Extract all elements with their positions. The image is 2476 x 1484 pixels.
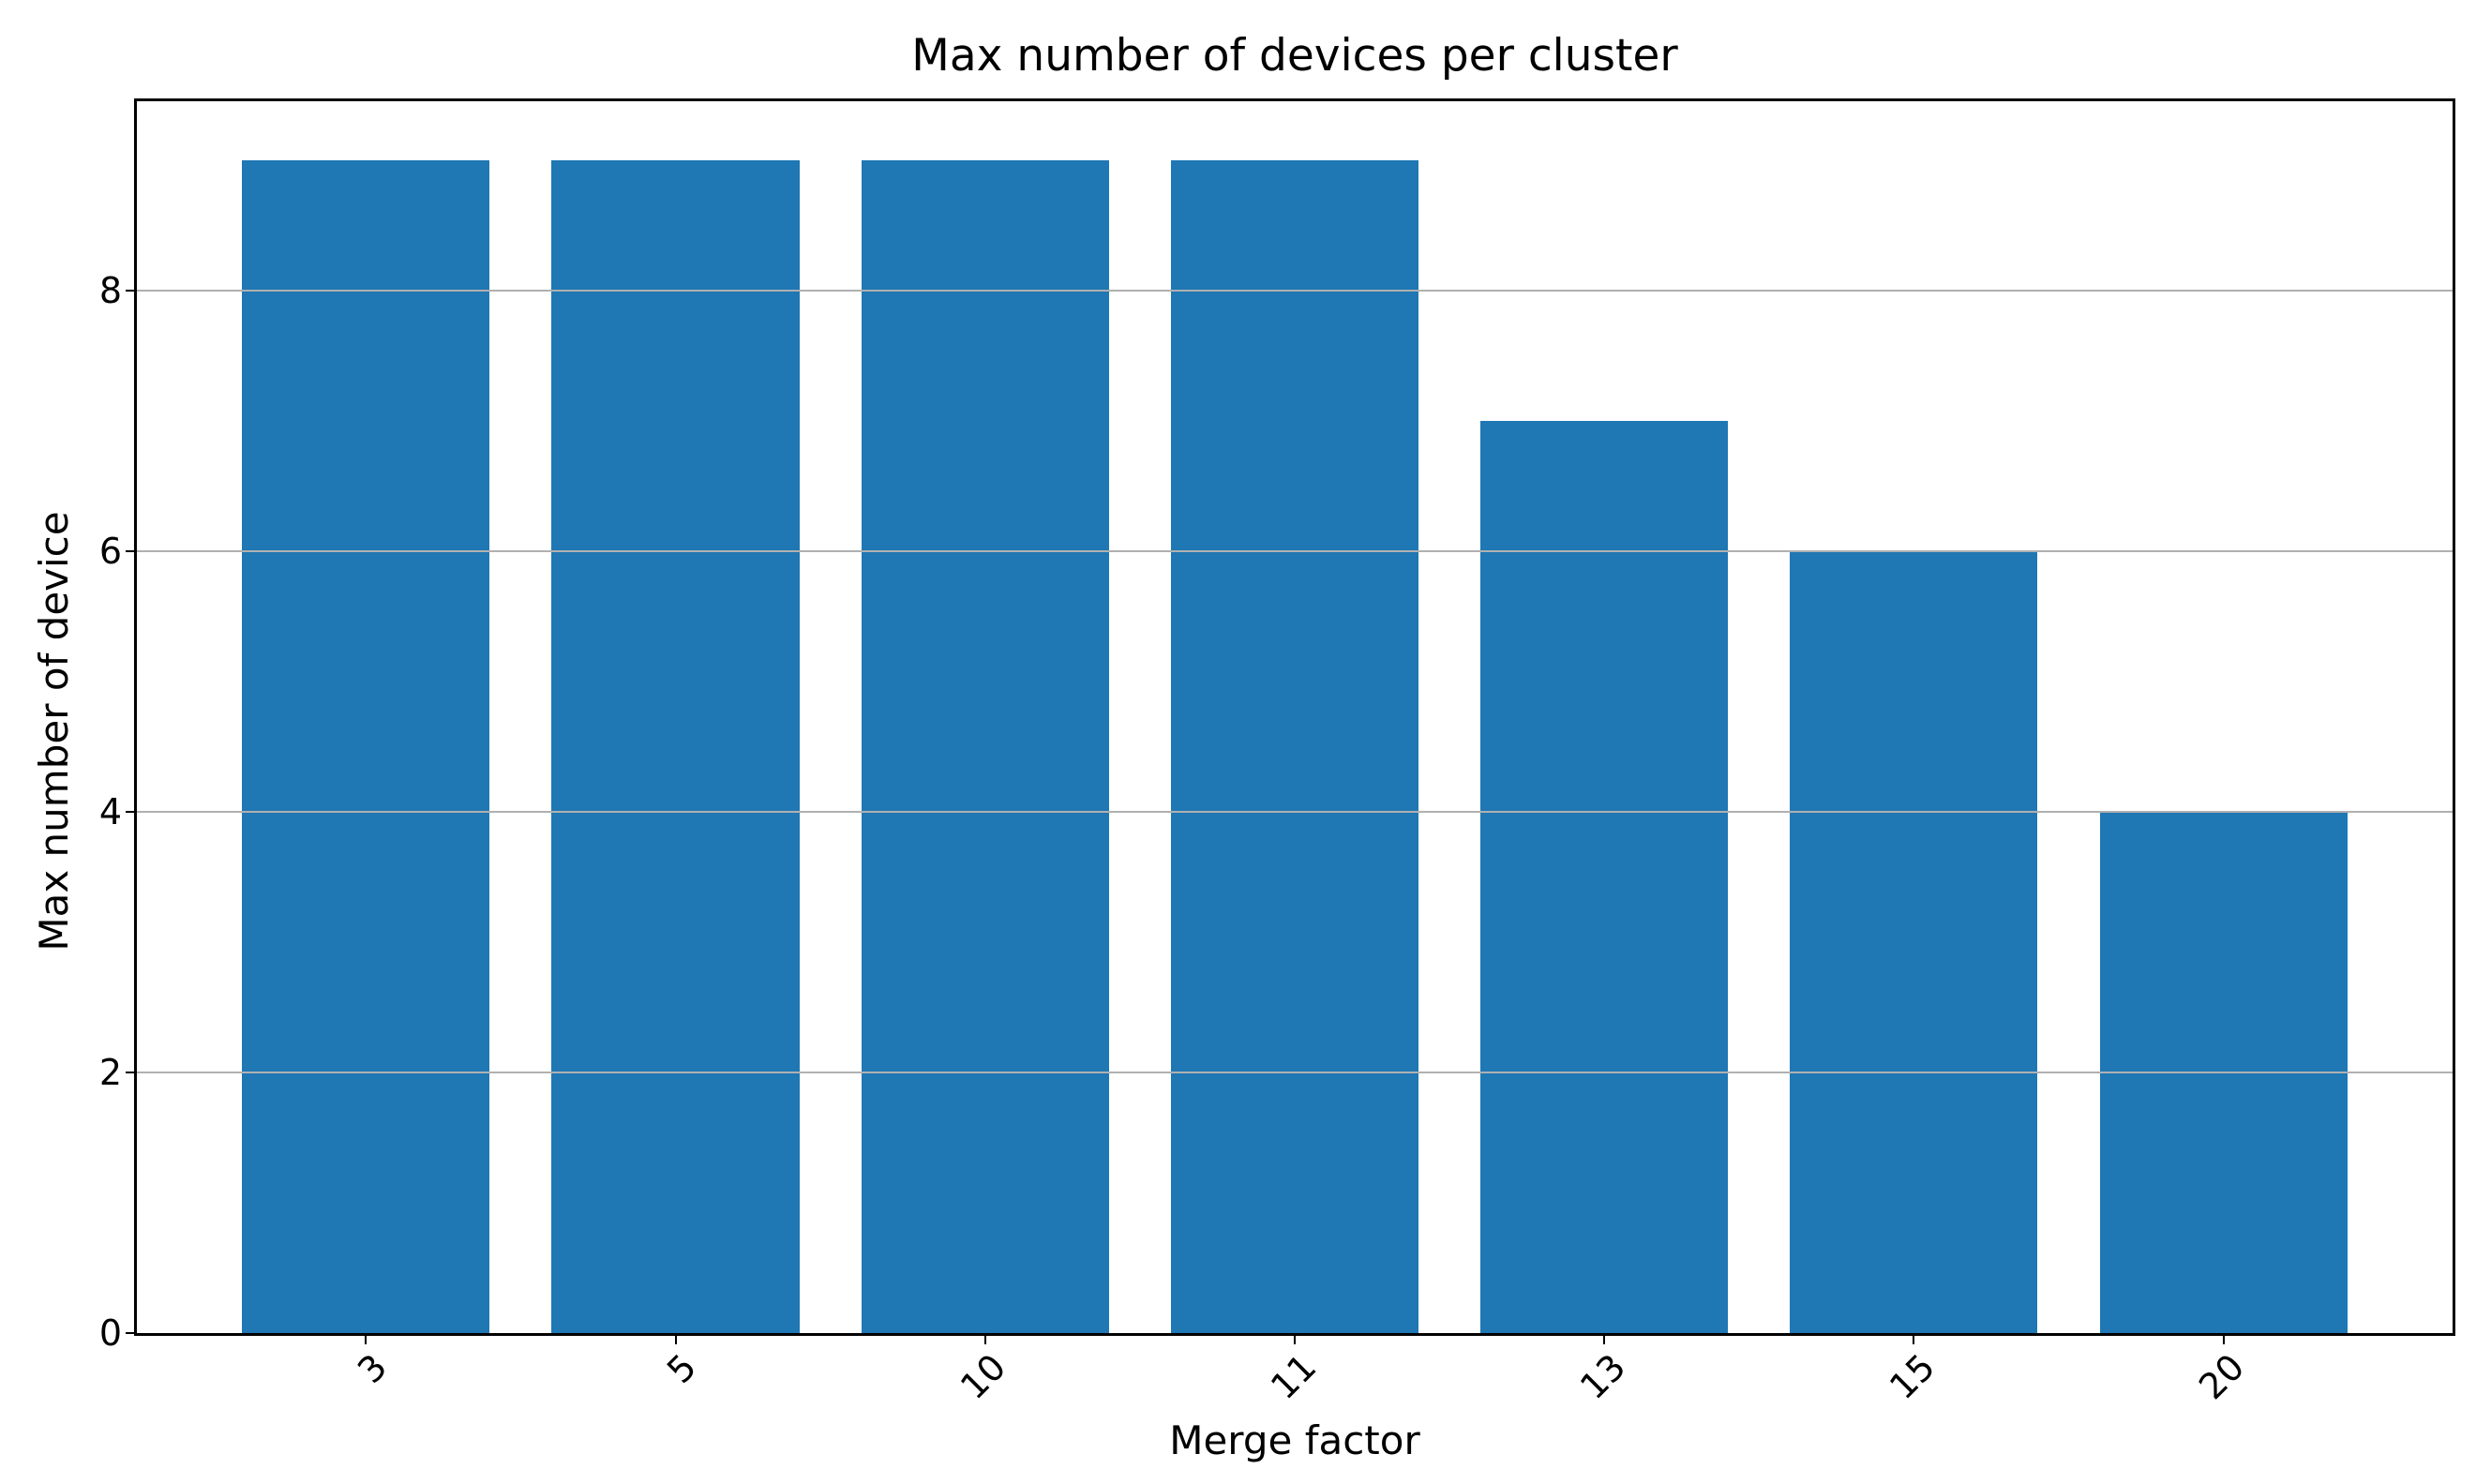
y-tick-mark-6 (126, 549, 137, 552)
x-tick-mark-20 (2222, 1333, 2225, 1344)
y-tick-mark-8 (126, 289, 137, 292)
x-tick-mark-13 (1603, 1333, 1606, 1344)
y-axis-label: Max number of device (31, 511, 77, 952)
bar-13 (1480, 420, 1729, 1333)
y-tick-label-0: 0 (98, 1312, 122, 1354)
gridline-2 (137, 1071, 2453, 1073)
grid-layer (137, 101, 2453, 1333)
bar-10 (861, 159, 1109, 1333)
chart-title: Max number of devices per cluster (911, 30, 1678, 82)
x-tick-label-20: 20 (2191, 1345, 2253, 1408)
bar-3 (242, 159, 490, 1333)
x-tick-mark-10 (983, 1333, 986, 1344)
y-tick-label-8: 8 (98, 269, 122, 311)
y-tick-label-4: 4 (98, 790, 122, 832)
bar-11 (1170, 159, 1419, 1333)
bars-layer (137, 101, 2453, 1333)
x-tick-mark-5 (674, 1333, 677, 1344)
plot-area (134, 98, 2455, 1336)
bar-15 (1790, 550, 2038, 1333)
x-tick-label-5: 5 (659, 1345, 705, 1392)
x-axis-label: Merge factor (1169, 1417, 1420, 1463)
x-tick-label-13: 13 (1571, 1345, 1634, 1408)
gridline-4 (137, 810, 2453, 813)
y-tick-mark-2 (126, 1071, 137, 1073)
x-tick-mark-15 (1913, 1333, 1915, 1344)
x-tick-mark-11 (1294, 1333, 1296, 1344)
bar-5 (551, 159, 800, 1333)
y-tick-label-2: 2 (98, 1051, 122, 1093)
gridline-8 (137, 289, 2453, 292)
x-tick-label-10: 10 (953, 1345, 1014, 1408)
y-tick-mark-0 (126, 1332, 137, 1334)
x-tick-label-3: 3 (350, 1345, 396, 1392)
x-tick-label-11: 11 (1262, 1345, 1324, 1408)
x-tick-label-15: 15 (1882, 1345, 1943, 1408)
x-tick-mark-3 (365, 1333, 368, 1344)
gridline-6 (137, 549, 2453, 552)
y-tick-mark-4 (126, 810, 137, 813)
y-tick-label-6: 6 (98, 530, 122, 572)
